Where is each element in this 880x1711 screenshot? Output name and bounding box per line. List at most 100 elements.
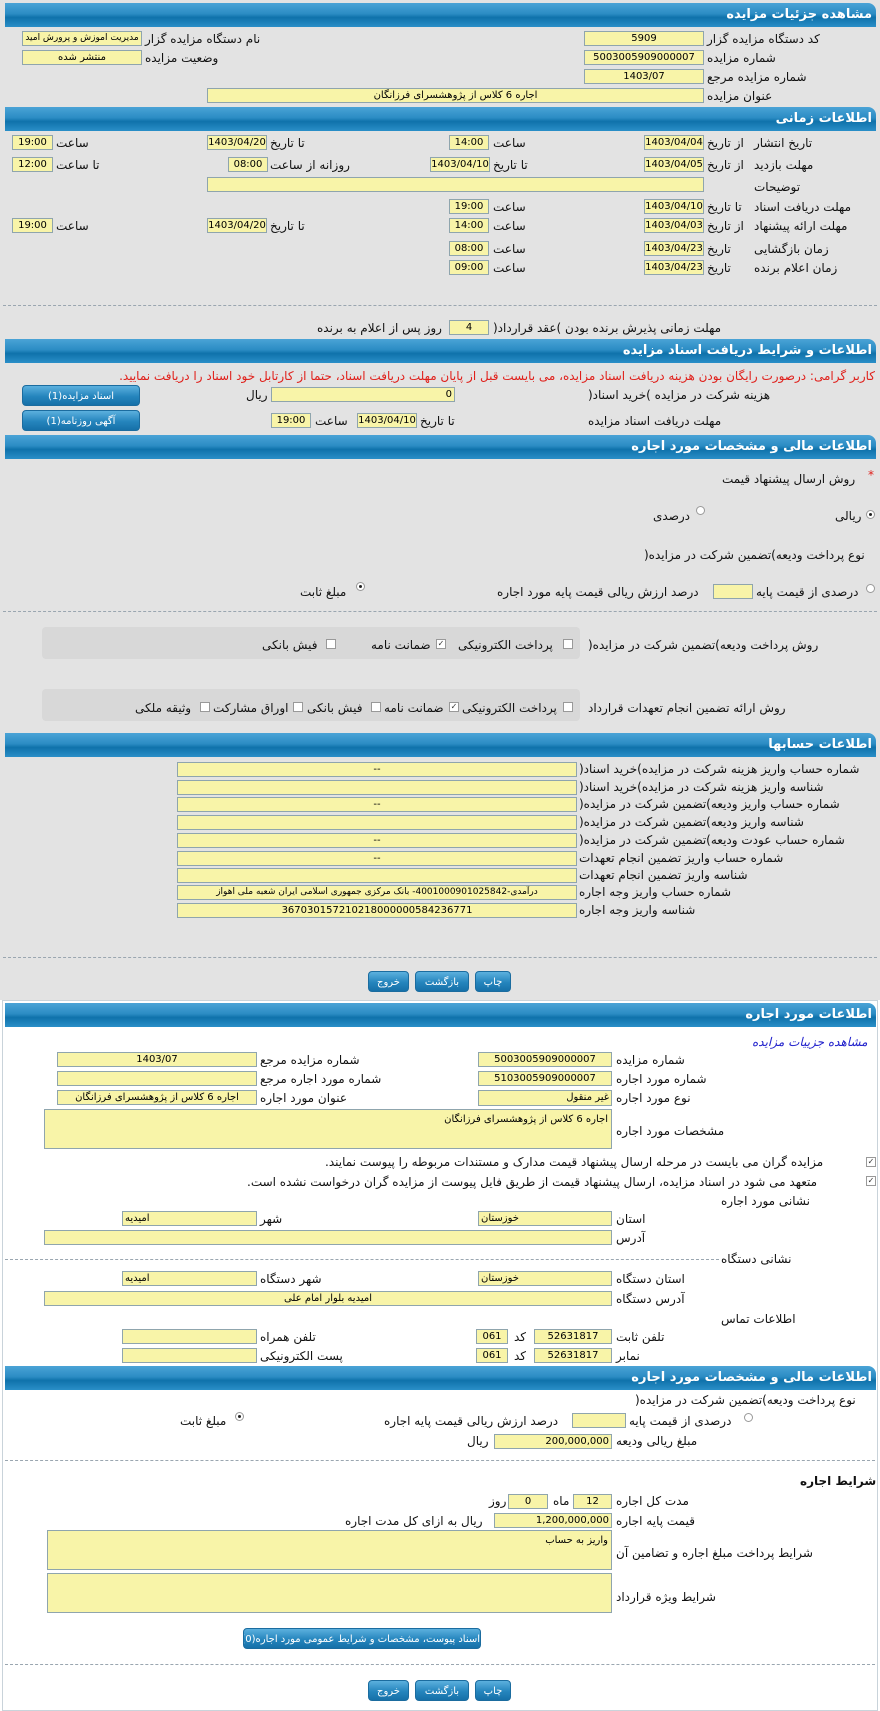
visit-from-date[interactable]: 1403/04/05	[644, 157, 704, 172]
price-method-rial-radio[interactable]	[866, 510, 875, 519]
publish-to-time[interactable]: 19:00	[12, 135, 53, 150]
deposit-payment-electronic-checkbox[interactable]	[563, 639, 573, 649]
auction-documents-button[interactable]: اسناد مزایده(1)	[22, 385, 140, 406]
publish-from-time[interactable]: 14:00	[449, 135, 489, 150]
visit-daily-from[interactable]: 08:00	[228, 157, 268, 172]
account-field[interactable]	[177, 815, 577, 830]
payment-terms-field[interactable]: واریز به حساب	[47, 1530, 612, 1570]
lease-auction-number-field[interactable]: 5003005909000007	[478, 1052, 612, 1067]
item-title-field[interactable]: اجاره 6 کلاس از پژوهشسرای فرزانگان	[57, 1090, 257, 1105]
lease-ref-field[interactable]: 1403/07	[57, 1052, 257, 1067]
fax-code-field[interactable]: 061	[476, 1348, 508, 1363]
item-number-field[interactable]: 5103005909000007	[478, 1071, 612, 1086]
account-field[interactable]: --	[177, 851, 577, 866]
lease-percent-field[interactable]	[572, 1413, 626, 1428]
deposit-type-label: نوع پرداخت ودیعه)تضمین شرکت در مزایده(	[644, 548, 865, 562]
account-field[interactable]: درآمدی-4001000901025842- بانک مرکزی جمهو…	[177, 885, 577, 900]
attach-docs-checkbox[interactable]: ✓	[866, 1157, 876, 1167]
no-file-offer-checkbox[interactable]: ✓	[866, 1176, 876, 1186]
winner-date[interactable]: 1403/04/23	[644, 260, 704, 275]
deposit-percent-radio[interactable]	[866, 584, 875, 593]
account-field[interactable]	[177, 780, 577, 795]
base-price-field[interactable]: 1,200,000,000	[494, 1513, 612, 1528]
newspaper-ad-button[interactable]: آگهی روزنامه(1)	[22, 410, 140, 431]
phone-code-field[interactable]: 061	[476, 1329, 508, 1344]
ref-number-field[interactable]: 1403/07	[584, 69, 704, 84]
guarantee-panel	[42, 689, 580, 721]
lease-percent-radio[interactable]	[744, 1413, 753, 1422]
deposit-amount-field[interactable]: 200,000,000	[494, 1434, 612, 1449]
account-field[interactable]: --	[177, 762, 577, 777]
exit-button[interactable]: خروج	[368, 1680, 409, 1701]
days-field[interactable]: 0	[508, 1494, 548, 1509]
offer-from-date[interactable]: 1403/04/03	[644, 218, 704, 233]
view-auction-details-link[interactable]: مشاهده جزییات مزایده	[752, 1035, 868, 1049]
guarantee-bonds-checkbox[interactable]	[293, 702, 303, 712]
lease-fixed-radio[interactable]	[235, 1412, 244, 1421]
attachments-button[interactable]: اسناد پیوست، مشخصات و شرایط عمومی مورد ا…	[243, 1628, 481, 1649]
auction-title-field[interactable]: اجاره 6 کلاس از پژوهشسرای فرزانگان	[207, 88, 704, 103]
org-city-field[interactable]: امیدیه	[122, 1271, 257, 1286]
offer-from-time[interactable]: 14:00	[449, 218, 489, 233]
deposit-payment-guarantee-checkbox[interactable]: ✓	[436, 639, 446, 649]
org-code-field[interactable]: 5909	[584, 31, 704, 46]
item-specs-field[interactable]: اجاره 6 کلاس از پژوهشسرای فرزانگان	[44, 1109, 612, 1149]
status-field[interactable]: منتشر شده	[22, 50, 142, 65]
guarantee-electronic-checkbox[interactable]	[563, 702, 573, 712]
doc-deadline-date[interactable]: 1403/04/10	[357, 413, 417, 428]
deposit-payment-bank-checkbox[interactable]	[326, 639, 336, 649]
doc-deadline-time[interactable]: 19:00	[271, 413, 311, 428]
address-field[interactable]	[44, 1230, 612, 1245]
org-name-field[interactable]: مدیریت اموزش و پرورش امید	[22, 31, 142, 46]
guarantee-bond-checkbox[interactable]: ✓	[449, 702, 459, 712]
deposit-percent-field[interactable]	[713, 584, 753, 599]
account-field[interactable]: --	[177, 833, 577, 848]
guarantee-bond-label: ضمانت نامه	[384, 701, 444, 715]
section-header-auction-details: مشاهده جزئیات مزایده	[5, 3, 876, 27]
mobile-field[interactable]	[122, 1329, 257, 1344]
publish-from-date[interactable]: 1403/04/04	[644, 135, 704, 150]
org-province-field[interactable]: خوزستان	[478, 1271, 612, 1286]
visit-to-date[interactable]: 1403/04/10	[430, 157, 490, 172]
fee-field[interactable]: 0	[271, 387, 455, 402]
guarantee-bank-checkbox[interactable]	[371, 702, 381, 712]
item-type-field[interactable]: غیر منقول	[478, 1090, 612, 1106]
date-label: تاریخ	[707, 261, 731, 275]
account-field[interactable]: 367030157210218000000584236771	[177, 903, 577, 918]
doc-receive-time[interactable]: 19:00	[449, 199, 489, 214]
price-method-percent-radio[interactable]	[696, 506, 705, 515]
print-button[interactable]: چاپ	[475, 971, 511, 992]
deposit-fixed-radio[interactable]	[356, 582, 365, 591]
back-button[interactable]: بازگشت	[415, 971, 469, 992]
fax-field[interactable]: 52631817	[534, 1348, 612, 1363]
account-field[interactable]	[177, 868, 577, 883]
publish-to-date[interactable]: 1403/04/20	[207, 135, 267, 150]
province-field[interactable]: خوزستان	[478, 1211, 612, 1226]
email-field[interactable]	[122, 1348, 257, 1363]
account-field[interactable]: --	[177, 797, 577, 812]
notes-field[interactable]	[207, 177, 704, 192]
date-label: تاریخ	[707, 242, 731, 256]
offer-to-time[interactable]: 19:00	[12, 218, 53, 233]
org-address-title: نشانی دستگاه	[721, 1252, 792, 1266]
city-field[interactable]: امیدیه	[122, 1211, 257, 1226]
org-address-field[interactable]: امیدیه بلوار امام علی	[44, 1291, 612, 1306]
guarantee-property-checkbox[interactable]	[200, 702, 210, 712]
print-button[interactable]: چاپ	[475, 1680, 511, 1701]
special-terms-field[interactable]	[47, 1573, 612, 1613]
offer-to-date[interactable]: 1403/04/20	[207, 218, 267, 233]
phone-field[interactable]: 52631817	[534, 1329, 612, 1344]
winner-time[interactable]: 09:00	[449, 260, 489, 275]
visit-daily-to[interactable]: 12:00	[12, 157, 53, 172]
divider	[5, 1460, 875, 1461]
opening-time[interactable]: 08:00	[449, 241, 489, 256]
opening-date[interactable]: 1403/04/23	[644, 241, 704, 256]
doc-receive-date[interactable]: 1403/04/10	[644, 199, 704, 214]
months-field[interactable]: 12	[573, 1494, 612, 1509]
exit-button[interactable]: خروج	[368, 971, 409, 992]
back-button[interactable]: بازگشت	[415, 1680, 469, 1701]
item-ref-field[interactable]	[57, 1071, 257, 1086]
acceptance-days-field[interactable]: 4	[449, 320, 489, 335]
org-address-label: آدرس دستگاه	[616, 1292, 685, 1306]
auction-number-field[interactable]: 5003005909000007	[584, 50, 704, 65]
